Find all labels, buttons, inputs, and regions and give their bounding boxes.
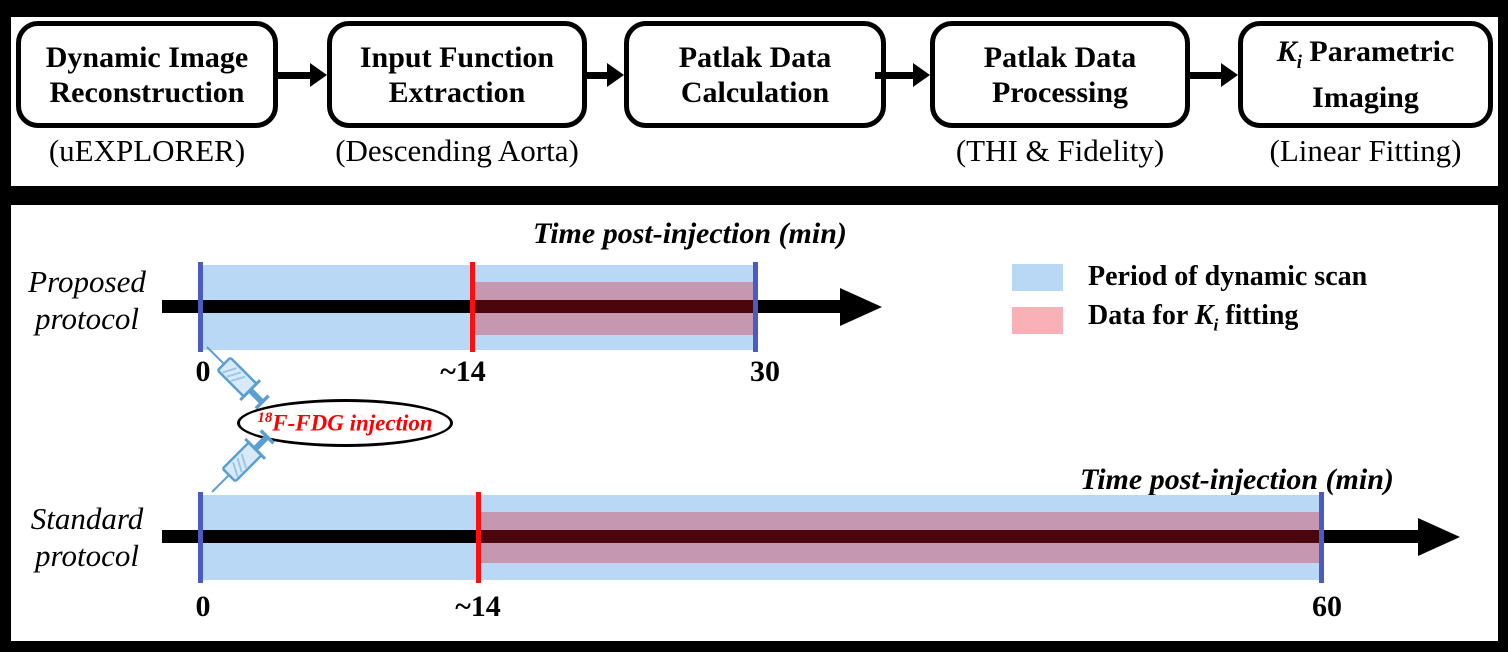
standard-axis-title: Time post-injection (min) bbox=[1080, 463, 1394, 496]
proposed-protocol-label: Proposed protocol bbox=[28, 264, 146, 336]
pipeline-step-patlak-processing: Patlak Data Processing (THI & Fidelity) bbox=[930, 17, 1190, 186]
syringe-icon bbox=[211, 429, 275, 493]
pipeline-step-ki-imaging: Ki Parametric Imaging (Linear Fitting) bbox=[1238, 17, 1493, 186]
proposed-tick-14: ~14 bbox=[440, 355, 486, 388]
standard-tick-0: 0 bbox=[195, 590, 211, 623]
arrow-head bbox=[1221, 63, 1238, 87]
arrow-line bbox=[875, 71, 913, 79]
standard-start-tick bbox=[198, 492, 203, 583]
legend-label: Period of dynamic scan bbox=[1088, 261, 1368, 292]
step-title-line2: Extraction bbox=[388, 75, 526, 109]
pipeline-step-input-function: Input Function Extraction (Descending Ao… bbox=[327, 17, 587, 186]
standard-fitting-start-tick bbox=[476, 492, 481, 583]
syringe-icon bbox=[206, 346, 270, 410]
step-caption: (uEXPLORER) bbox=[48, 133, 246, 168]
arrow-head bbox=[913, 63, 930, 87]
standard-tick-14: ~14 bbox=[455, 590, 501, 623]
proposed-axis-title: Time post-injection (min) bbox=[533, 217, 847, 250]
legend: Period of dynamic scan Data for Ki fitti… bbox=[1012, 263, 1367, 351]
step-box: Patlak Data Calculation bbox=[624, 21, 886, 128]
proposed-tick-30: 30 bbox=[750, 355, 780, 388]
step-title-line2: Calculation bbox=[680, 75, 830, 109]
arrow-head bbox=[607, 63, 624, 87]
standard-fitting-overlay bbox=[478, 512, 1322, 563]
timeline-panel: Time post-injection (min) Proposed proto… bbox=[11, 205, 1498, 641]
legend-swatch-pink bbox=[1012, 307, 1063, 335]
proposed-tick-0: 0 bbox=[195, 355, 211, 388]
proposed-start-tick bbox=[198, 262, 203, 352]
flow-arrow-icon bbox=[875, 63, 930, 87]
legend-swatch-blue bbox=[1012, 263, 1063, 291]
step-title-line1: Ki Parametric bbox=[1276, 35, 1455, 73]
flow-arrow-icon bbox=[587, 63, 624, 87]
arrow-line bbox=[278, 71, 310, 79]
proposed-end-tick bbox=[753, 262, 758, 352]
step-box: Patlak Data Processing bbox=[930, 21, 1190, 128]
step-caption: (Linear Fitting) bbox=[1269, 133, 1462, 168]
step-title-line1: Dynamic Image bbox=[45, 40, 249, 74]
standard-timeline-arrowhead bbox=[1418, 518, 1460, 556]
standard-end-tick bbox=[1319, 492, 1324, 583]
proposed-timeline-arrow bbox=[162, 300, 840, 313]
pipeline-step-patlak-calculation: Patlak Data Calculation bbox=[624, 17, 886, 186]
standard-protocol-label: Standard protocol bbox=[30, 501, 144, 573]
injection-callout: 18F-FDG injection bbox=[237, 399, 453, 447]
standard-tick-60: 60 bbox=[1312, 590, 1342, 623]
injection-label: 18F-FDG injection bbox=[257, 409, 433, 436]
legend-label: Data for Ki fitting bbox=[1088, 300, 1299, 335]
flow-arrow-icon bbox=[1190, 63, 1238, 87]
flow-arrow-icon bbox=[278, 63, 327, 87]
step-box: Ki Parametric Imaging bbox=[1238, 21, 1493, 128]
step-box: Dynamic Image Reconstruction bbox=[16, 21, 278, 128]
arrow-line bbox=[587, 71, 607, 79]
step-caption: (Descending Aorta) bbox=[335, 133, 579, 168]
step-title-line2: Imaging bbox=[1312, 81, 1419, 114]
step-title-line2: Processing bbox=[991, 75, 1129, 109]
proposed-fitting-overlay bbox=[472, 282, 755, 335]
pipeline-step-reconstruction: Dynamic Image Reconstruction (uEXPLORER) bbox=[16, 17, 278, 186]
legend-item-dynamic-scan: Period of dynamic scan bbox=[1012, 263, 1367, 291]
step-caption: (THI & Fidelity) bbox=[955, 133, 1165, 168]
step-title-line1: Patlak Data bbox=[983, 40, 1137, 74]
proposed-fitting-start-tick bbox=[470, 262, 475, 352]
legend-item-ki-fitting: Data for Ki fitting bbox=[1012, 302, 1367, 340]
step-box: Input Function Extraction bbox=[327, 21, 587, 128]
proposed-timeline-arrowhead bbox=[840, 288, 882, 326]
step-title-line2: Reconstruction bbox=[49, 75, 245, 109]
arrow-line bbox=[1190, 71, 1221, 79]
pipeline-panel: Dynamic Image Reconstruction (uEXPLORER)… bbox=[11, 17, 1498, 186]
step-title-line1: Patlak Data bbox=[678, 40, 832, 74]
arrow-head bbox=[310, 63, 327, 87]
step-title-line1: Input Function bbox=[359, 40, 555, 74]
